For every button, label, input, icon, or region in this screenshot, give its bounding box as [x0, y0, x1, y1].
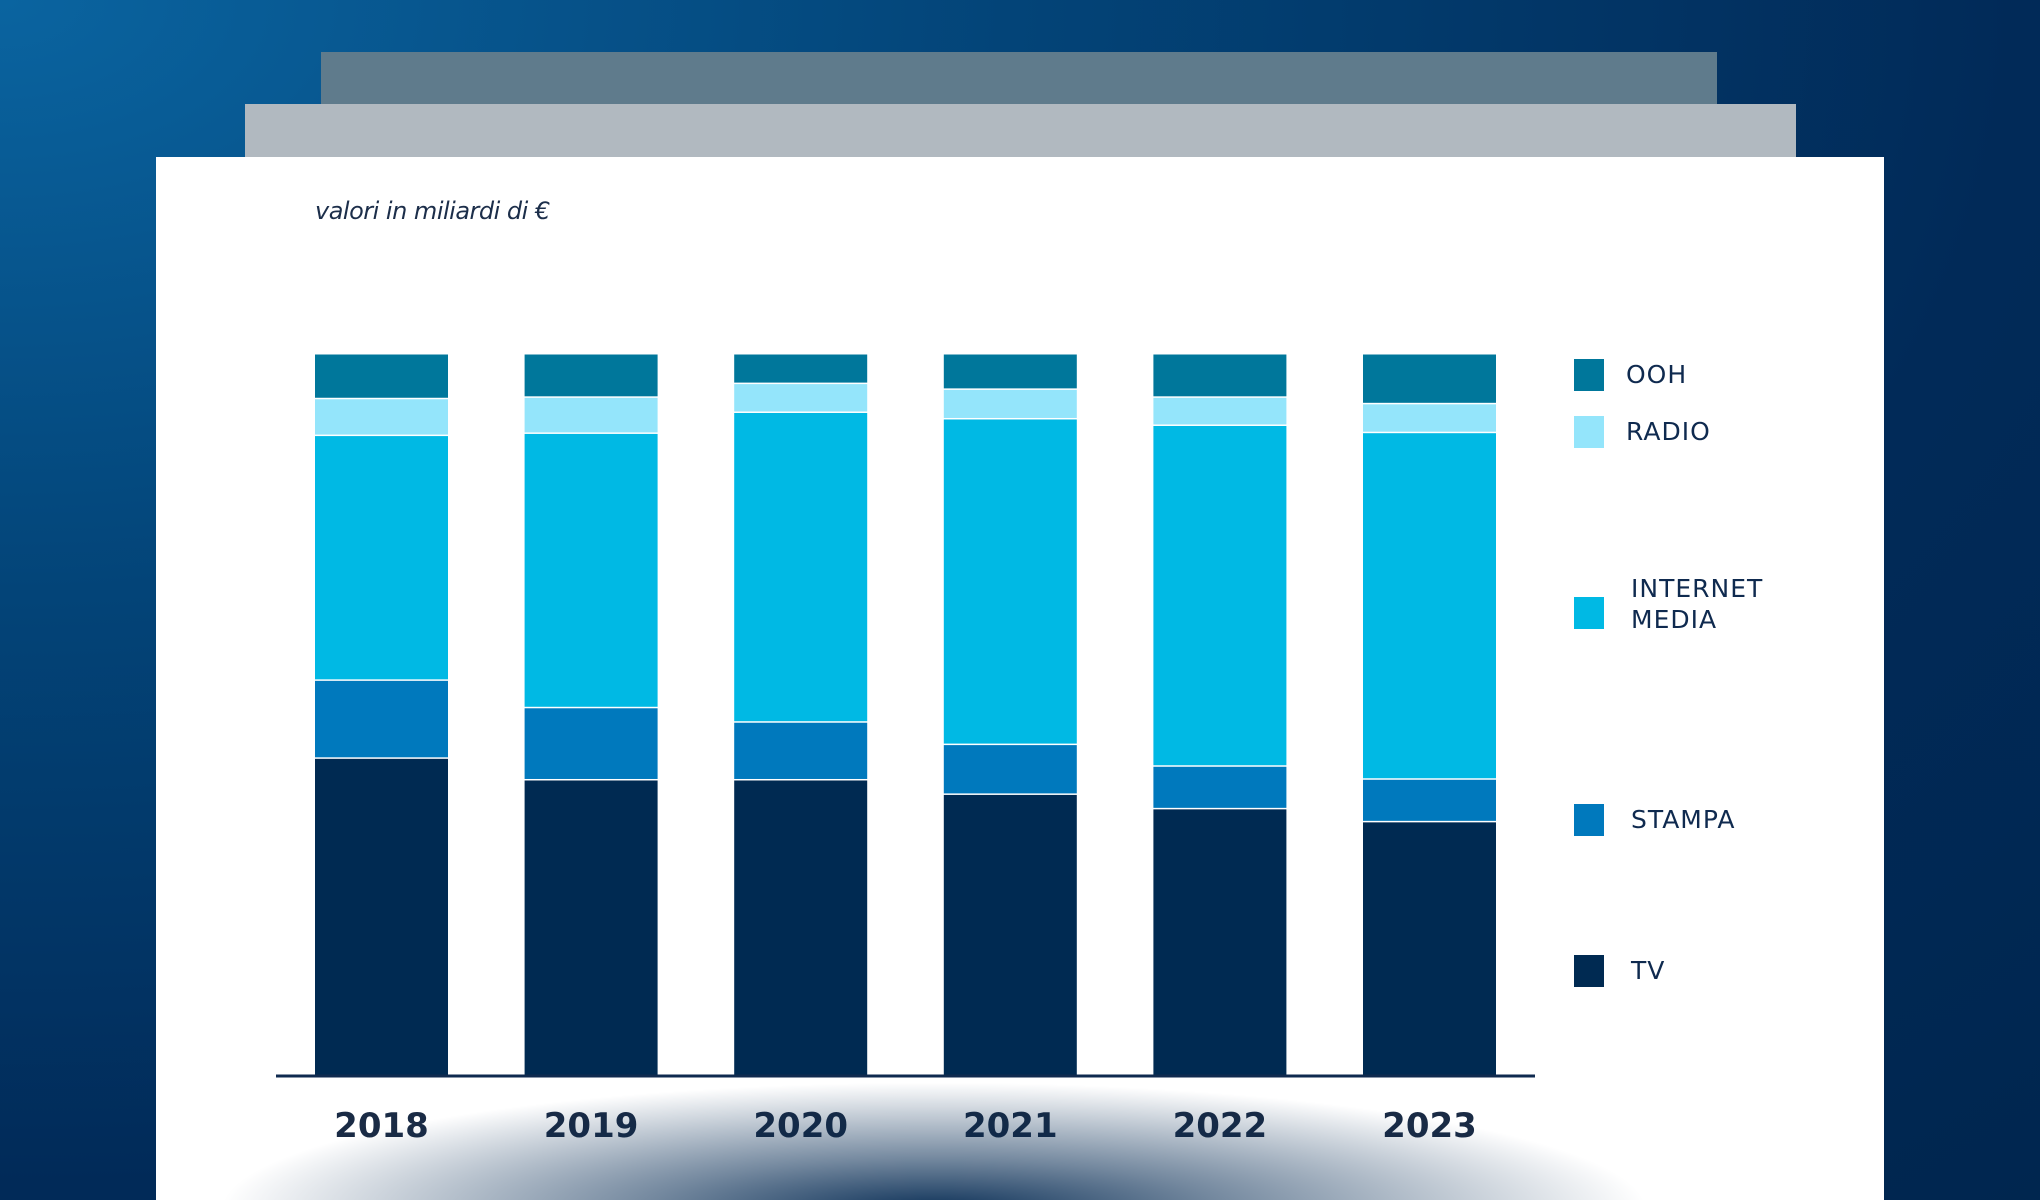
bar-segment-radio-2020 [734, 384, 868, 412]
legend-label: STAMPA [1631, 805, 1736, 834]
bar-segment-ooh-2019 [524, 354, 658, 397]
x-tick-label: 2021 [963, 1106, 1058, 1146]
bar-segment-ooh-2022 [1153, 354, 1287, 397]
chart-subtitle: valori in miliardi di € [315, 197, 550, 225]
bar-segment-stampa-2018 [315, 680, 448, 758]
legend-swatch [1574, 955, 1604, 987]
legend-label: OOH [1626, 360, 1688, 389]
bar-segment-ooh-2023 [1363, 354, 1496, 403]
legend-swatch [1574, 359, 1604, 391]
bar-segment-radio-2021 [943, 389, 1077, 418]
bar-segment-stampa-2020 [734, 722, 868, 779]
bar-segment-tv-2019 [524, 780, 658, 1075]
stacked-bar-chart: 2018 2019 2020 2021 2022 2023 [276, 354, 1535, 1146]
bar-segment-radio-2019 [524, 397, 658, 433]
bar-segment-radio-2023 [1363, 404, 1496, 432]
bar-segment-tv-2022 [1153, 809, 1287, 1075]
legend-label: TV [1631, 956, 1666, 985]
bar-segment-internet-media-2020 [734, 412, 868, 722]
bar-segment-tv-2023 [1363, 822, 1496, 1075]
bar-segment-internet-media-2023 [1363, 433, 1496, 779]
background-sheet-back [321, 52, 1717, 112]
bar-segment-stampa-2019 [524, 708, 658, 779]
background-sheet-middle [245, 104, 1796, 164]
chart-card: valori in miliardi di € 2018 2019 2020 2021… [156, 157, 1884, 1200]
bar-segment-radio-2022 [1153, 397, 1287, 425]
x-tick-label: 2023 [1382, 1106, 1477, 1146]
x-tick-label: 2022 [1173, 1106, 1268, 1146]
bar-segment-internet-media-2019 [524, 433, 658, 707]
bar-segment-tv-2018 [315, 758, 448, 1075]
bar-segment-ooh-2021 [943, 354, 1077, 389]
bar-segment-ooh-2018 [315, 354, 448, 398]
legend-swatch [1574, 416, 1604, 448]
bar-segment-tv-2020 [734, 780, 868, 1075]
x-tick-label: 2018 [334, 1106, 429, 1146]
bar-segment-stampa-2022 [1153, 766, 1287, 808]
bar-segment-internet-media-2021 [943, 419, 1077, 744]
bar-segment-internet-media-2022 [1153, 425, 1287, 766]
bar-segment-stampa-2023 [1363, 779, 1496, 821]
bar-segment-tv-2021 [943, 794, 1077, 1075]
bar-segment-radio-2018 [315, 399, 448, 435]
bar-segment-stampa-2021 [943, 745, 1077, 794]
legend-label: RADIO [1626, 417, 1711, 446]
x-tick-label: 2019 [544, 1106, 639, 1146]
x-tick-label: 2020 [753, 1106, 848, 1146]
legend-label: INTERNET MEDIA [1631, 574, 1764, 634]
bar-segment-internet-media-2018 [315, 436, 448, 680]
bar-segment-ooh-2020 [734, 354, 868, 383]
legend-swatch [1574, 597, 1604, 629]
legend-swatch [1574, 804, 1604, 836]
